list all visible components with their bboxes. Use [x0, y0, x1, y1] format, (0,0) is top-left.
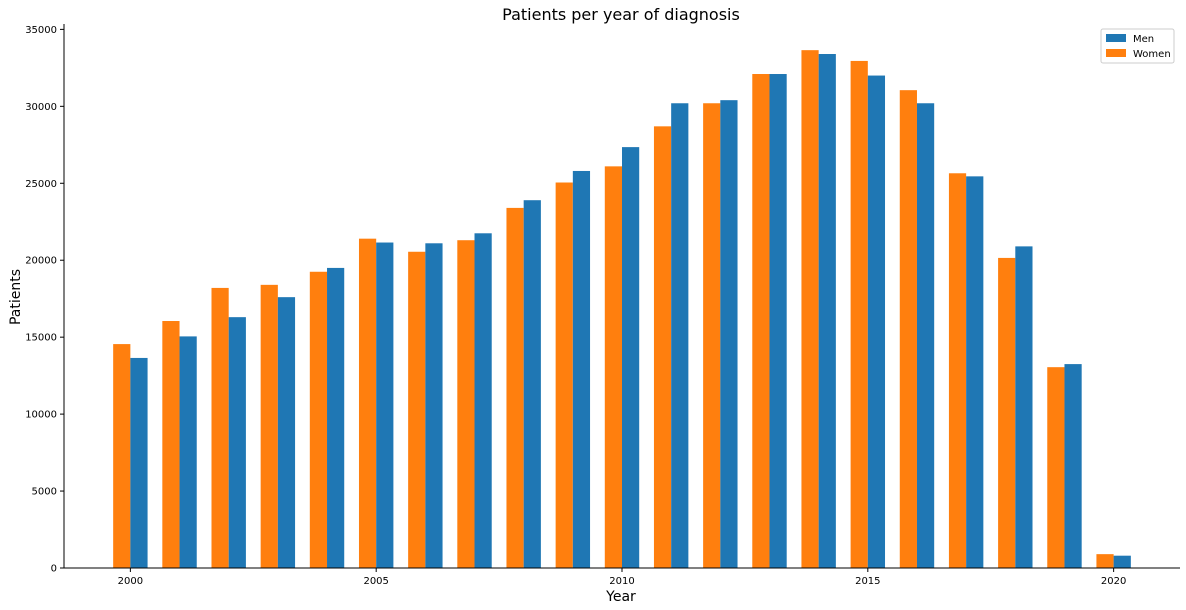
- y-tick-label: 0: [51, 564, 57, 575]
- bar-women-2009: [555, 182, 573, 569]
- bar-men-2011: [671, 103, 689, 569]
- y-tick-label: 35000: [25, 25, 57, 36]
- y-tick-label: 20000: [25, 256, 57, 267]
- chart-title: Patients per year of diagnosis: [502, 5, 740, 24]
- bar-men-2000: [130, 357, 148, 568]
- x-tick-label: 2010: [609, 576, 634, 587]
- y-tick-label: 15000: [25, 333, 57, 344]
- bars: [113, 50, 1131, 569]
- bar-women-2001: [162, 321, 180, 568]
- bar-women-2013: [752, 74, 770, 568]
- bar-women-2012: [703, 103, 721, 569]
- y-tick-label: 30000: [25, 102, 57, 113]
- bar-men-2017: [966, 176, 984, 569]
- bar-men-2019: [1064, 364, 1082, 568]
- bar-men-2003: [277, 297, 296, 568]
- bar-men-2020: [1113, 555, 1131, 568]
- bar-men-2009: [572, 170, 591, 568]
- bar-men-2014: [818, 54, 836, 569]
- axes: 0 5000 10000 15000 20000 25000 30000 35000 2000 2…: [25, 24, 1180, 587]
- x-tick-label: 2005: [363, 576, 388, 587]
- bar-women-2017: [948, 173, 967, 568]
- x-axis-label: Year: [605, 589, 636, 605]
- bar-women-2006: [408, 251, 426, 568]
- bar-women-2010: [604, 166, 622, 568]
- bar-women-2011: [653, 126, 672, 568]
- bar-men-2016: [916, 103, 935, 569]
- bar-men-2013: [769, 74, 787, 568]
- bar-men-2008: [523, 200, 541, 568]
- legend: Men Women: [1100, 28, 1175, 64]
- bar-women-2020: [1096, 554, 1114, 568]
- bar-women-2014: [801, 50, 819, 568]
- bar-women-2019: [1047, 367, 1065, 568]
- y-tick-label: 25000: [25, 179, 57, 190]
- bar-men-2006: [425, 243, 443, 568]
- bar-women-2008: [506, 207, 524, 568]
- bar-men-2010: [622, 147, 640, 568]
- bar-men-2018: [1015, 246, 1033, 568]
- bar-women-2002: [211, 287, 229, 568]
- x-tick-label: 2000: [118, 576, 143, 587]
- bar-men-2002: [228, 317, 246, 568]
- bar-women-2000: [113, 344, 131, 568]
- bar-women-2007: [457, 240, 475, 568]
- bar-women-2005: [358, 238, 377, 569]
- legend-label-men: Men: [1133, 34, 1154, 45]
- bar-men-2005: [376, 242, 394, 569]
- bar-women-2018: [998, 257, 1016, 568]
- legend-label-women: Women: [1133, 49, 1171, 60]
- bar-women-2016: [899, 90, 917, 569]
- y-tick-label: 5000: [32, 487, 57, 498]
- bar-women-2003: [260, 284, 278, 568]
- x-tick-label: 2015: [855, 576, 880, 587]
- y-axis-label: Patients: [8, 269, 24, 325]
- y-tick-label: 10000: [25, 410, 57, 421]
- x-tick-label: 2020: [1101, 576, 1126, 587]
- bar-men-2012: [720, 100, 738, 569]
- bar-men-2004: [327, 267, 345, 568]
- bar-women-2004: [309, 271, 328, 568]
- bar-men-2007: [474, 233, 492, 568]
- legend-swatch-women: [1106, 49, 1126, 57]
- bar-men-2015: [867, 75, 886, 568]
- bar-women-2015: [850, 60, 868, 568]
- legend-swatch-men: [1106, 34, 1126, 42]
- bar-men-2001: [179, 336, 197, 568]
